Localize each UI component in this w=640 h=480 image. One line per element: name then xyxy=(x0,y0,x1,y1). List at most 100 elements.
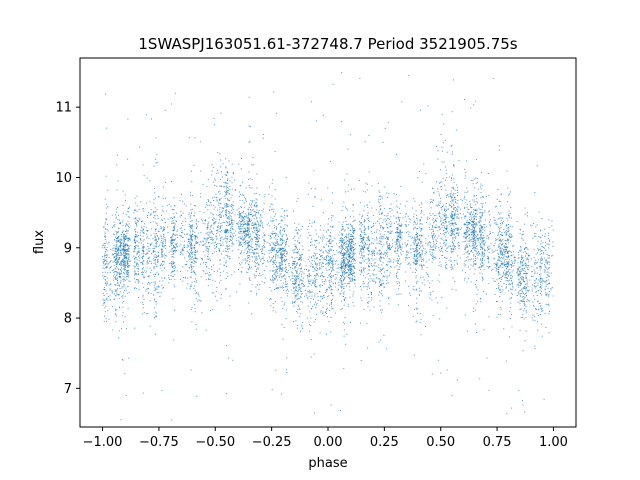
data-point xyxy=(275,369,277,371)
data-point xyxy=(307,275,309,277)
data-point xyxy=(106,127,108,129)
data-point xyxy=(401,225,402,227)
data-point xyxy=(350,236,352,238)
data-point xyxy=(246,239,248,241)
data-point xyxy=(248,96,250,98)
data-point xyxy=(544,233,546,235)
data-point xyxy=(105,175,107,177)
data-point xyxy=(256,244,258,246)
data-point xyxy=(524,213,526,215)
data-point xyxy=(250,212,252,214)
data-point xyxy=(141,253,143,255)
data-point xyxy=(240,253,242,255)
data-point xyxy=(440,134,442,135)
data-point xyxy=(347,250,349,252)
data-point xyxy=(546,293,548,295)
data-point xyxy=(322,271,323,273)
data-point xyxy=(509,250,511,252)
data-point xyxy=(475,263,477,265)
data-point xyxy=(345,221,347,222)
data-point xyxy=(445,250,447,251)
data-point xyxy=(526,287,527,289)
data-point xyxy=(226,231,228,233)
data-point xyxy=(265,265,267,267)
data-point xyxy=(399,236,401,238)
data-point xyxy=(257,221,259,223)
data-point xyxy=(136,252,138,254)
data-point xyxy=(467,250,469,252)
data-point xyxy=(366,244,368,246)
data-point xyxy=(493,257,495,259)
data-point xyxy=(445,214,447,216)
data-point xyxy=(312,270,314,272)
data-point xyxy=(314,412,315,414)
data-point xyxy=(162,263,164,265)
data-point xyxy=(312,266,314,268)
data-point xyxy=(477,255,479,257)
data-point xyxy=(388,261,390,263)
data-point xyxy=(415,302,417,304)
data-point xyxy=(343,335,345,337)
data-point xyxy=(238,226,240,227)
data-point xyxy=(322,246,324,248)
data-point xyxy=(479,298,481,300)
data-point xyxy=(391,243,393,245)
data-point xyxy=(381,246,383,248)
data-point xyxy=(103,226,105,228)
data-point xyxy=(249,236,251,237)
data-point xyxy=(393,215,395,217)
data-point xyxy=(476,210,478,212)
data-point xyxy=(548,247,550,249)
data-point xyxy=(502,242,504,244)
data-point xyxy=(288,276,290,278)
data-point xyxy=(548,243,550,245)
data-point xyxy=(394,250,396,252)
data-point xyxy=(509,233,511,235)
data-point xyxy=(279,239,281,241)
data-point xyxy=(533,305,535,307)
data-point xyxy=(254,277,256,279)
data-point xyxy=(527,269,529,271)
data-point xyxy=(534,319,536,321)
data-point xyxy=(281,275,283,277)
data-point xyxy=(472,232,474,234)
data-point xyxy=(348,251,350,253)
data-point xyxy=(134,221,136,223)
data-point xyxy=(122,221,124,223)
data-point xyxy=(138,209,140,210)
data-point xyxy=(346,237,348,239)
data-point xyxy=(221,171,222,173)
data-point xyxy=(334,254,336,255)
data-point xyxy=(545,283,547,285)
data-point xyxy=(227,251,229,253)
data-point xyxy=(389,218,391,220)
data-point xyxy=(536,308,538,310)
data-point xyxy=(400,249,402,251)
data-point xyxy=(504,231,506,233)
data-point xyxy=(322,234,324,236)
data-point xyxy=(207,179,209,181)
data-point xyxy=(537,259,539,261)
data-point xyxy=(311,225,313,227)
data-point xyxy=(437,158,439,160)
data-point xyxy=(441,223,443,225)
data-point xyxy=(473,223,475,225)
data-point xyxy=(252,164,254,166)
data-point xyxy=(472,244,474,246)
data-point xyxy=(473,222,474,223)
data-point xyxy=(366,273,368,275)
data-point xyxy=(110,284,112,285)
data-point xyxy=(331,301,332,303)
data-point xyxy=(467,221,469,223)
data-point xyxy=(238,191,240,193)
data-point xyxy=(397,232,398,234)
data-point xyxy=(513,245,515,247)
data-point xyxy=(546,274,548,275)
data-point xyxy=(161,254,163,256)
data-point xyxy=(486,237,488,239)
data-point xyxy=(135,274,137,276)
data-point xyxy=(546,267,548,269)
data-point xyxy=(460,198,462,200)
data-point xyxy=(143,226,145,227)
data-point xyxy=(219,234,221,236)
